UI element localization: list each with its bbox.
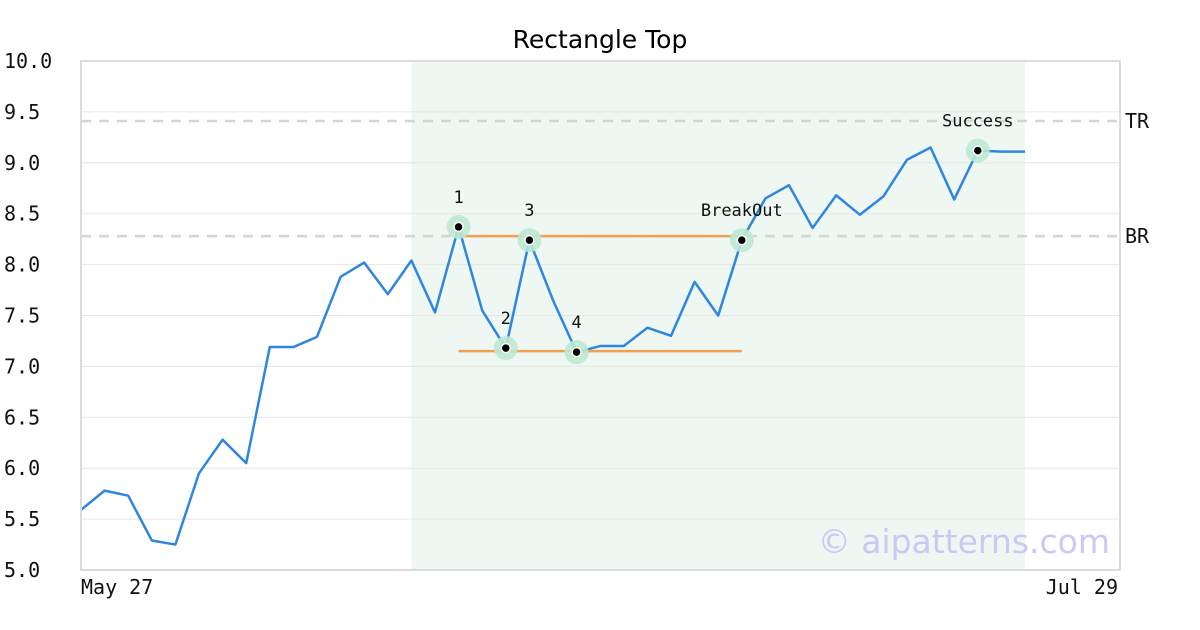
marker-dot (972, 145, 984, 156)
annotation-markers: 1 2 3 4 BreakOut Success (446, 112, 1014, 365)
annotation-label: 4 (571, 313, 581, 333)
y-tick-label: 8.5 (4, 202, 40, 226)
y-tick-label: 7.5 (4, 304, 40, 328)
annotation-label: Success (942, 112, 1014, 132)
y-tick-label: 7.0 (4, 354, 40, 378)
annotation-label: 1 (453, 188, 463, 208)
x-tick-end: Jul 29 (1046, 575, 1118, 599)
y-tick-label: 5.0 (4, 558, 40, 582)
level-label-br: BR (1125, 224, 1150, 248)
y-tick-label: 6.0 (4, 456, 40, 480)
y-axis-ticks: 10.0 9.5 9.0 8.5 8.0 7.5 7.0 6.5 6.0 5.5 5.0 (4, 49, 52, 582)
y-tick-label: 8.0 (4, 253, 40, 277)
annotation-label: BreakOut (701, 201, 783, 221)
x-tick-start: May 27 (81, 575, 153, 599)
chart-title: Rectangle Top (513, 25, 688, 54)
y-tick-label: 6.5 (4, 405, 40, 429)
plot-frame (80, 60, 1121, 571)
marker-dot (500, 342, 512, 354)
marker-dot (453, 221, 464, 233)
marker-dot (524, 234, 535, 246)
marker-dot (571, 346, 582, 358)
price-line (80, 146, 1025, 546)
annotation-label: 2 (501, 309, 511, 329)
y-tick-label: 9.5 (4, 100, 40, 124)
marker-dot (736, 234, 748, 246)
y-tick-label: 5.5 (4, 507, 40, 531)
y-tick-label: 9.0 (4, 151, 40, 175)
level-lines: TR BR (81, 109, 1150, 248)
y-tick-label: 10.0 (4, 49, 52, 73)
watermark: © aipatterns.com (818, 522, 1110, 561)
level-label-tr: TR (1125, 109, 1150, 133)
annotation-label: 3 (524, 201, 534, 221)
